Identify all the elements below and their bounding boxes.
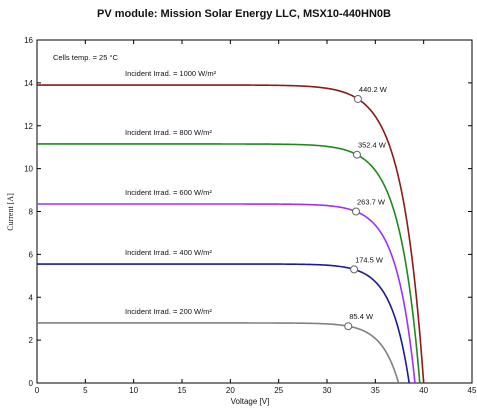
y-tick-label: 8 xyxy=(29,208,34,217)
series-label: Incident Irrad. = 800 W/m² xyxy=(125,128,212,137)
chart-title: PV module: Mission Solar Energy LLC, MSX… xyxy=(97,8,391,20)
y-tick-label: 14 xyxy=(24,79,33,88)
mpp-label: 174.5 W xyxy=(355,255,384,264)
mpp-point xyxy=(352,150,361,159)
series-line xyxy=(37,84,425,384)
mpp-point xyxy=(353,94,362,103)
mpp-point xyxy=(352,207,360,216)
x-tick-label: 45 xyxy=(468,386,477,395)
y-tick-label: 2 xyxy=(29,336,34,345)
x-tick-label: 20 xyxy=(226,386,235,395)
series-label: Incident Irrad. = 1000 W/m² xyxy=(125,69,217,78)
mpp-point xyxy=(344,322,353,331)
mpp-point xyxy=(350,265,359,274)
y-tick-label: 10 xyxy=(24,165,33,174)
y-tick-label: 16 xyxy=(24,36,33,45)
y-axis-label: Current [A] xyxy=(6,193,15,231)
mpp-label: 85.4 W xyxy=(349,312,374,321)
series-line xyxy=(37,263,410,384)
cells-temp-annotation: Cells temp. = 25 °C xyxy=(53,53,118,62)
mpp-label: 263.7 W xyxy=(357,198,386,207)
series-label: Incident Irrad. = 600 W/m² xyxy=(125,188,212,197)
x-tick-label: 35 xyxy=(371,386,380,395)
y-tick-label: 12 xyxy=(24,122,33,131)
y-axis-ticks: 0 2 4 6 8 10 12 14 16 xyxy=(24,36,472,388)
x-tick-label: 0 xyxy=(35,386,40,395)
iv-curves: Incident Irrad. = 1000 W/m² 440.2 W Incide… xyxy=(37,69,425,384)
x-tick-label: 25 xyxy=(274,386,283,395)
series-label: Incident Irrad. = 200 W/m² xyxy=(125,307,212,316)
series-label: Incident Irrad. = 400 W/m² xyxy=(125,248,212,257)
mpp-label: 440.2 W xyxy=(359,85,388,94)
x-tick-label: 5 xyxy=(83,386,88,395)
x-tick-label: 15 xyxy=(178,386,187,395)
x-tick-label: 10 xyxy=(129,386,138,395)
y-tick-label: 4 xyxy=(29,293,34,302)
y-tick-label: 0 xyxy=(29,379,34,388)
series-line xyxy=(37,203,416,384)
plot-frame xyxy=(36,39,473,384)
x-axis-ticks: 0 5 10 15 20 25 30 35 40 45 xyxy=(35,40,477,395)
x-tick-label: 30 xyxy=(323,386,332,395)
x-axis-label: Voltage [V] xyxy=(231,397,270,406)
series-line xyxy=(37,322,400,384)
x-tick-label: 40 xyxy=(419,386,428,395)
mpp-label: 352.4 W xyxy=(358,141,387,150)
y-tick-label: 6 xyxy=(29,250,34,259)
